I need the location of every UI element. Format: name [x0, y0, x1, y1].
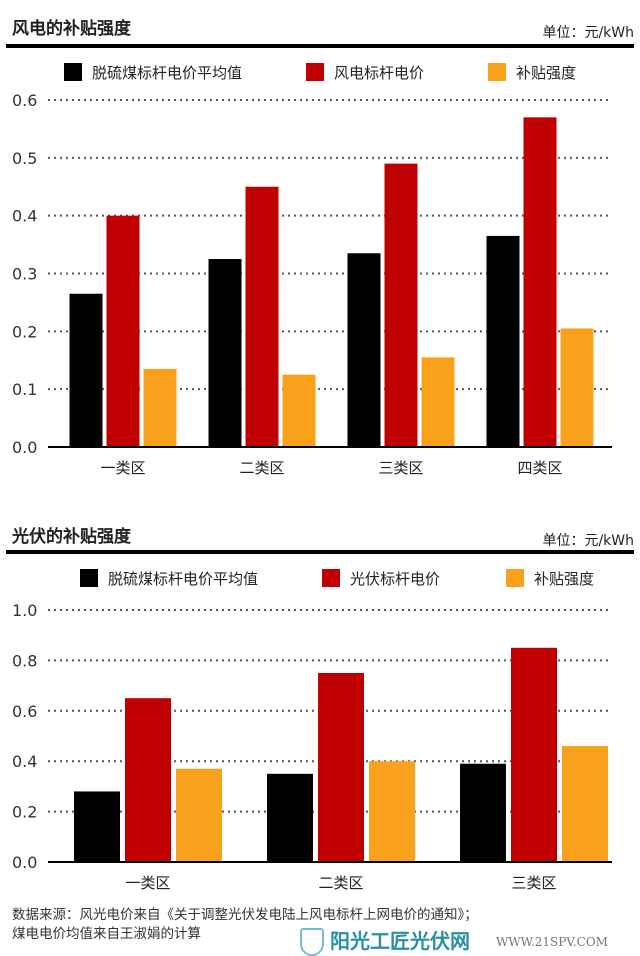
legend-label: 补贴强度: [534, 570, 594, 588]
bar-0-2: [460, 763, 506, 862]
y-tick-label: 0.6: [12, 91, 37, 110]
x-tick-label: 三类区: [511, 874, 556, 892]
legend-label: 光伏标杆电价: [350, 570, 440, 588]
x-tick-label: 二类区: [318, 874, 363, 892]
y-tick-label: 0.0: [12, 853, 37, 872]
bar-2-2: [421, 357, 455, 447]
bar-1-0: [106, 215, 140, 447]
y-tick-label: 0.1: [12, 380, 37, 399]
chart2-unit: 单位：元/kWh: [542, 533, 634, 549]
chart2-title: 光伏的补贴强度: [12, 527, 131, 547]
bar-1-2: [511, 647, 557, 862]
chart1-title: 风电的补贴强度: [12, 19, 131, 39]
watermark-text: 阳光工匠光伏网: [330, 929, 470, 953]
chart2-rule: [6, 550, 634, 554]
bar-2-1: [369, 761, 415, 862]
source-line-2: 煤电电价均值来自王淑娟的计算: [12, 926, 201, 942]
source-note: 数据来源：风光电价来自《关于调整光伏发电陆上风电标杆上网电价的通知》； 煤电电价…: [12, 906, 478, 944]
bar-0-0: [74, 791, 120, 862]
legend-swatch-1: [306, 63, 324, 81]
y-tick-label: 0.2: [12, 322, 37, 341]
x-tick-label: 一类区: [125, 874, 170, 892]
bar-0-3: [486, 235, 520, 447]
legend-swatch-0: [64, 63, 82, 81]
chart2-svg: 脱硫煤标杆电价平均值 光伏标杆电价 补贴强度 0.0 0.2 0.4 0.6 0.8 1.0 一类…: [12, 569, 612, 892]
y-tick-label: 0.6: [12, 702, 37, 721]
legend-swatch-0: [80, 569, 98, 587]
bar-1-1: [245, 186, 279, 447]
legend-label: 脱硫煤标杆电价平均值: [92, 64, 242, 82]
chart1-rule: [6, 44, 634, 48]
x-tick-label: 三类区: [378, 459, 423, 477]
y-tick-label: 0.4: [12, 752, 37, 771]
bar-0-1: [208, 259, 242, 447]
chart1-unit: 单位：元/kWh: [542, 25, 634, 41]
y-tick-label: 0.3: [12, 265, 37, 284]
legend-swatch-2: [488, 63, 506, 81]
bar-2-3: [560, 328, 594, 447]
y-tick-label: 0.5: [12, 149, 37, 168]
legend-swatch-1: [322, 569, 340, 587]
bar-0-2: [347, 253, 381, 447]
x-tick-label: 二类区: [239, 459, 284, 477]
y-tick-label: 0.2: [12, 803, 37, 822]
x-tick-label: 一类区: [100, 459, 145, 477]
legend-label: 补贴强度: [516, 64, 576, 82]
bar-1-3: [523, 117, 557, 447]
y-tick-label: 0.8: [12, 651, 37, 670]
legend-swatch-2: [506, 569, 524, 587]
bar-2-0: [176, 768, 222, 862]
watermark-shield-icon: [300, 928, 324, 956]
bar-1-0: [125, 698, 171, 862]
bar-1-1: [318, 673, 364, 862]
watermark-url: WWW.21SPV.COM: [496, 935, 608, 949]
bar-1-2: [384, 163, 418, 447]
legend-label: 风电标杆电价: [334, 64, 424, 82]
bar-2-0: [143, 368, 177, 447]
legend-label: 脱硫煤标杆电价平均值: [108, 570, 258, 588]
x-tick-label: 四类区: [517, 459, 562, 477]
chart1-svg: 脱硫煤标杆电价平均值 风电标杆电价 补贴强度 0.0 0.1 0.2 0.3 0.4 0.5 0.…: [12, 63, 612, 477]
y-tick-label: 0.0: [12, 438, 37, 457]
y-tick-label: 0.4: [12, 207, 37, 226]
bar-2-1: [282, 374, 316, 447]
source-line-1: 数据来源：风光电价来自《关于调整光伏发电陆上风电标杆上网电价的通知》；: [12, 907, 478, 923]
bar-2-2: [562, 746, 608, 862]
y-tick-label: 1.0: [12, 601, 37, 620]
bar-0-0: [69, 293, 103, 447]
bar-0-1: [267, 773, 313, 862]
